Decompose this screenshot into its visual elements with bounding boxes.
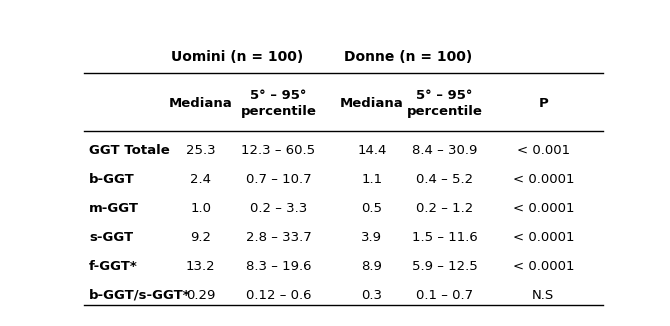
- Text: 0.2 – 3.3: 0.2 – 3.3: [250, 202, 307, 215]
- Text: 8.4 – 30.9: 8.4 – 30.9: [412, 144, 477, 157]
- Text: m-GGT: m-GGT: [89, 202, 139, 215]
- Text: N.S: N.S: [532, 289, 554, 302]
- Text: 1.5 – 11.6: 1.5 – 11.6: [412, 231, 478, 244]
- Text: 13.2: 13.2: [186, 260, 215, 273]
- Text: 25.3: 25.3: [186, 144, 215, 157]
- Text: 5° – 95°
percentile: 5° – 95° percentile: [241, 89, 316, 118]
- Text: 1.1: 1.1: [361, 173, 383, 186]
- Text: b-GGT/s-GGT*: b-GGT/s-GGT*: [89, 289, 190, 302]
- Text: b-GGT: b-GGT: [89, 173, 135, 186]
- Text: 1.0: 1.0: [190, 202, 211, 215]
- Text: s-GGT: s-GGT: [89, 231, 133, 244]
- Text: 8.3 – 19.6: 8.3 – 19.6: [246, 260, 312, 273]
- Text: < 0.0001: < 0.0001: [513, 231, 574, 244]
- Text: 3.9: 3.9: [361, 231, 383, 244]
- Text: 8.9: 8.9: [362, 260, 383, 273]
- Text: 0.4 – 5.2: 0.4 – 5.2: [416, 173, 473, 186]
- Text: < 0.001: < 0.001: [517, 144, 570, 157]
- Text: 2.4: 2.4: [190, 173, 211, 186]
- Text: 0.7 – 10.7: 0.7 – 10.7: [246, 173, 312, 186]
- Text: 0.5: 0.5: [361, 202, 383, 215]
- Text: Donne (n = 100): Donne (n = 100): [344, 50, 472, 64]
- Text: P: P: [539, 96, 548, 110]
- Text: 5° – 95°
percentile: 5° – 95° percentile: [407, 89, 482, 118]
- Text: 5.9 – 12.5: 5.9 – 12.5: [412, 260, 478, 273]
- Text: 12.3 – 60.5: 12.3 – 60.5: [241, 144, 316, 157]
- Text: < 0.0001: < 0.0001: [513, 173, 574, 186]
- Text: Mediana: Mediana: [340, 96, 404, 110]
- Text: 2.8 – 33.7: 2.8 – 33.7: [246, 231, 312, 244]
- Text: GGT Totale: GGT Totale: [89, 144, 170, 157]
- Text: f-GGT*: f-GGT*: [89, 260, 138, 273]
- Text: 0.3: 0.3: [361, 289, 383, 302]
- Text: < 0.0001: < 0.0001: [513, 202, 574, 215]
- Text: 9.2: 9.2: [190, 231, 211, 244]
- Text: Mediana: Mediana: [169, 96, 232, 110]
- Text: 0.12 – 0.6: 0.12 – 0.6: [246, 289, 312, 302]
- Text: Uomini (n = 100): Uomini (n = 100): [171, 50, 303, 64]
- Text: 0.2 – 1.2: 0.2 – 1.2: [416, 202, 473, 215]
- Text: 0.29: 0.29: [186, 289, 215, 302]
- Text: 14.4: 14.4: [357, 144, 387, 157]
- Text: 0.1 – 0.7: 0.1 – 0.7: [416, 289, 473, 302]
- Text: < 0.0001: < 0.0001: [513, 260, 574, 273]
